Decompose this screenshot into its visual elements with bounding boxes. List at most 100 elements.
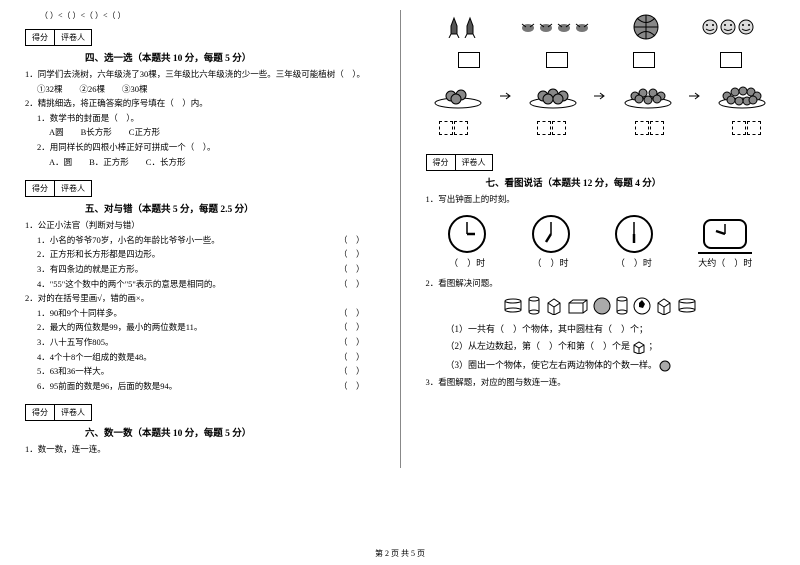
s6-q1: 1．数一数，连一连。 bbox=[25, 443, 375, 457]
basketball-icon bbox=[633, 14, 659, 40]
clock-item: （ ）时 bbox=[615, 215, 653, 269]
cylinder-icon bbox=[677, 298, 697, 314]
answer-pair bbox=[439, 121, 468, 135]
s5-q2-item: 6．95前面的数是96，后面的数是94。（ ） bbox=[25, 380, 375, 394]
rocket-icon bbox=[447, 16, 461, 38]
grader-label: 评卷人 bbox=[55, 30, 91, 45]
s5-q1-item: 2．正方形和长方形都是四边形。（ ） bbox=[25, 248, 375, 262]
section-7: 得分 评卷人 七、看图说话（本题共 12 分，每题 4 分） 1．写出钟面上的时… bbox=[426, 154, 776, 391]
page-footer: 第 2 页 共 5 页 bbox=[0, 548, 800, 559]
arrow-icon bbox=[499, 91, 513, 101]
answer-pair bbox=[537, 121, 566, 135]
section-4: 得分 评卷人 四、选一选（本题共 10 分，每题 5 分） 1．同学们去浇树，六… bbox=[25, 29, 375, 170]
smiley-group bbox=[702, 14, 754, 40]
s5-q1-item: 1．小名的爷爷70岁，小名的年龄比爷爷小一些。（ ） bbox=[25, 234, 375, 248]
cuboid-icon bbox=[567, 298, 589, 314]
number-box bbox=[546, 52, 568, 68]
s5-q2: 2．对的在括号里画√，错的画×。 bbox=[25, 292, 375, 306]
cylinder-icon bbox=[503, 298, 523, 314]
score-label: 得分 bbox=[427, 155, 456, 170]
s5-q1: 1．公正小法官（判断对与错） bbox=[25, 219, 375, 233]
grader-label: 评卷人 bbox=[55, 181, 91, 196]
cube-icon bbox=[655, 297, 673, 315]
answer-box bbox=[439, 121, 453, 135]
page-container: （ ）<（ ）<（ ）<（ ） 得分 评卷人 四、选一选（本题共 10 分，每题… bbox=[0, 0, 800, 468]
s7-q2-1: （1）一共有（ ）个物体，其中圆柱有（ ）个； bbox=[446, 322, 776, 335]
arrow-icon bbox=[688, 91, 702, 101]
s5-q2-item: 4．4个十8个一组成的数是48。（ ） bbox=[25, 351, 375, 365]
cube-icon bbox=[545, 297, 563, 315]
number-box bbox=[633, 52, 655, 68]
column-divider bbox=[400, 10, 401, 468]
score-label: 得分 bbox=[26, 181, 55, 196]
clock-label: （ ）时 bbox=[532, 256, 570, 269]
section-7-title: 七、看图说话（本题共 12 分，每题 4 分） bbox=[426, 175, 776, 189]
bee-group bbox=[520, 14, 590, 40]
bee-icon bbox=[538, 20, 554, 34]
score-box: 得分 评卷人 bbox=[25, 180, 92, 197]
plate-icon bbox=[623, 83, 673, 109]
s7-q2: 2．看图解决问题。 bbox=[426, 277, 776, 291]
answer-pair bbox=[635, 121, 664, 135]
smiley-icon bbox=[702, 19, 718, 35]
number-box bbox=[458, 52, 480, 68]
score-box: 得分 评卷人 bbox=[25, 29, 92, 46]
number-box bbox=[720, 52, 742, 68]
answer-pair bbox=[732, 121, 761, 135]
section-5: 得分 评卷人 五、对与错（本题共 5 分，每题 2.5 分） 1．公正小法官（判… bbox=[25, 180, 375, 394]
bee-icon bbox=[520, 20, 536, 34]
answer-box bbox=[747, 121, 761, 135]
header-inequality: （ ）<（ ）<（ ）<（ ） bbox=[40, 10, 375, 21]
answer-box bbox=[552, 121, 566, 135]
answer-box bbox=[635, 121, 649, 135]
alarm-clock-icon bbox=[703, 219, 747, 249]
sphere-icon bbox=[593, 297, 611, 315]
s4-q1-opts: ①32棵 ②26棵 ③30棵 bbox=[25, 83, 375, 97]
clock-label: （ ）时 bbox=[615, 256, 653, 269]
right-column: 得分 评卷人 七、看图说话（本题共 12 分，每题 4 分） 1．写出钟面上的时… bbox=[426, 10, 776, 468]
s5-q2-item: 3．八十五写作805。（ ） bbox=[25, 336, 375, 350]
grader-label: 评卷人 bbox=[456, 155, 492, 170]
cylinder-icon bbox=[527, 296, 541, 316]
smiley-icon bbox=[738, 19, 754, 35]
clock-label: （ ）时 bbox=[448, 256, 486, 269]
clock-icon bbox=[615, 215, 653, 253]
answer-box bbox=[537, 121, 551, 135]
clock-icon bbox=[448, 215, 486, 253]
s5-q2-item: 5．63和36一样大。（ ） bbox=[25, 365, 375, 379]
plate-icon bbox=[528, 83, 578, 109]
s7-q2-2: （2）从左边数起，第（ ）个和第（ ）个是 ； bbox=[446, 339, 776, 354]
s7-q2-3: （3）圈出一个物体，使它左右两边物体的个数一样。 bbox=[446, 358, 776, 372]
s5-q2-item: 2．最大的两位数是99，最小的两位数是11。（ ） bbox=[25, 321, 375, 335]
cylinder-icon bbox=[615, 296, 629, 316]
grader-label: 评卷人 bbox=[55, 405, 91, 420]
number-box-row bbox=[426, 52, 776, 68]
s4-q2-1-opts: A圆 B长方形 C正方形 bbox=[25, 126, 375, 140]
s4-q2-2-opts: A．圆 B．正方形 C．长方形 bbox=[25, 156, 375, 170]
plate-row bbox=[426, 83, 776, 109]
rocket-group bbox=[447, 14, 477, 40]
answer-box-row bbox=[426, 121, 776, 135]
bee-icon bbox=[556, 20, 572, 34]
clock-row: （ ）时 （ ）时 （ ）时 bbox=[426, 215, 776, 269]
s4-q2-2: 2．用同样长的四根小棒正好可拼成一个（ ）。 bbox=[25, 141, 375, 155]
section-6: 得分 评卷人 六、数一数（本题共 10 分，每题 5 分） 1．数一数，连一连。 bbox=[25, 404, 375, 458]
left-column: （ ）<（ ）<（ ）<（ ） 得分 评卷人 四、选一选（本题共 10 分，每题… bbox=[25, 10, 375, 468]
answer-box bbox=[732, 121, 746, 135]
score-label: 得分 bbox=[26, 30, 55, 45]
clock-item: （ ）时 bbox=[448, 215, 486, 269]
count-icons-row bbox=[426, 14, 776, 40]
s4-q2-1: 1．数学书的封面是（ ）。 bbox=[25, 112, 375, 126]
plate-icon bbox=[717, 83, 767, 109]
s5-q2-item: 1．90和9个十同样多。（ ） bbox=[25, 307, 375, 321]
s5-q1-item: 3．有四条边的就是正方形。（ ） bbox=[25, 263, 375, 277]
answer-box bbox=[650, 121, 664, 135]
clock-label: 大约（ ）时 bbox=[698, 256, 752, 269]
smiley-icon bbox=[720, 19, 736, 35]
arrow-icon bbox=[593, 91, 607, 101]
cube-icon bbox=[632, 340, 646, 354]
rocket-icon bbox=[463, 16, 477, 38]
section-6-title: 六、数一数（本题共 10 分，每题 5 分） bbox=[25, 425, 375, 439]
bee-icon bbox=[574, 20, 590, 34]
s5-q1-item: 4．"55"这个数中的两个"5"表示的意思是相同的。（ ） bbox=[25, 278, 375, 292]
